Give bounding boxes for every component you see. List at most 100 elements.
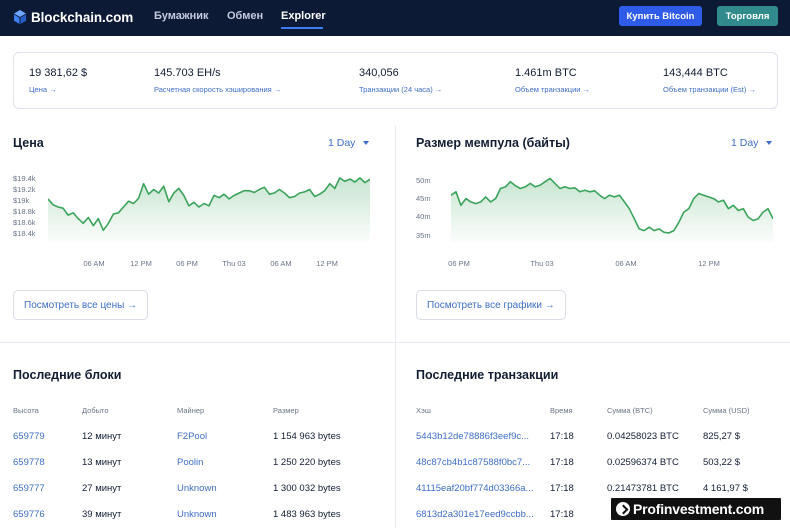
blocks-header-height: Высота xyxy=(13,406,39,415)
tx-amount-usd: 503,22 $ xyxy=(703,457,740,468)
stat-link[interactable]: Объем транзакции → xyxy=(515,85,591,94)
mempool-panel-title: Размер мемпула (байты) xyxy=(416,136,570,150)
tx-hash-link[interactable]: 6813d2a301e17eed9ccbb... xyxy=(416,509,534,520)
stat-transactions: 340,056 Транзакции (24 часа) → xyxy=(359,67,442,94)
stat-price: 19 381,62 $ Цена → xyxy=(29,67,87,94)
price-y-tick: $18.8k xyxy=(13,207,36,216)
active-tab-indicator xyxy=(281,27,323,29)
column-divider xyxy=(395,126,396,528)
price-x-tick: 12 PM xyxy=(130,259,152,268)
nav-link-exchange[interactable]: Обмен xyxy=(227,10,264,22)
section-divider xyxy=(0,342,790,343)
tx-header-time: Время xyxy=(550,406,573,415)
trade-button[interactable]: Торговля xyxy=(717,6,778,26)
tx-hash-link[interactable]: 48c87cb4b1c87588f0bc7... xyxy=(416,457,531,468)
nav-link-explorer[interactable]: Explorer xyxy=(281,10,326,22)
brand-logo[interactable]: Blockchain.com xyxy=(13,8,133,26)
stat-link[interactable]: Транзакции (24 часа) → xyxy=(359,85,443,94)
price-range-label: 1 Day xyxy=(328,137,356,149)
tx-header-hash: Хэш xyxy=(416,406,431,415)
price-panel-title: Цена xyxy=(13,136,44,150)
tx-amount-btc: 0.04258023 BTC xyxy=(607,431,679,442)
block-miner-link[interactable]: F2Pool xyxy=(177,431,208,442)
price-x-tick: 06 PM xyxy=(176,259,198,268)
price-x-tick: 06 AM xyxy=(270,259,292,268)
price-x-tick: 12 PM xyxy=(316,259,338,268)
mempool-y-tick: 35m xyxy=(416,231,431,240)
stat-value: 1.461m BTC xyxy=(515,67,577,79)
tx-amount-btc: 0.02596374 BTC xyxy=(607,457,679,468)
block-miner-link[interactable]: Poolin xyxy=(177,457,204,468)
brand-name: Blockchain.com xyxy=(31,9,134,25)
top-nav: Blockchain.com Бумажник Обмен Explorer К… xyxy=(0,0,790,36)
block-size: 1 483 963 bytes xyxy=(273,509,341,520)
stat-link[interactable]: Расчетная скорость хэширования → xyxy=(154,85,282,94)
tx-amount-usd: 825,27 $ xyxy=(703,431,740,442)
block-miner-link[interactable]: Unknown xyxy=(177,483,217,494)
tx-time: 17:18 xyxy=(550,431,574,442)
block-size: 1 250 220 bytes xyxy=(273,457,341,468)
mempool-chart[interactable] xyxy=(451,172,773,242)
blocks-header-miner: Майнер xyxy=(177,406,205,415)
price-y-tick: $18.6k xyxy=(13,218,36,227)
chart-area-fill xyxy=(451,178,773,242)
block-height-link[interactable]: 659778 xyxy=(13,457,45,468)
mempool-x-tick: 06 PM xyxy=(448,259,470,268)
price-y-tick: $19.4k xyxy=(13,174,36,183)
stat-value: 143,444 BTC xyxy=(663,67,728,79)
price-x-tick: 06 AM xyxy=(83,259,105,268)
block-age: 13 минут xyxy=(82,457,122,468)
stat-link[interactable]: Объем транзакции (Est) → xyxy=(663,85,756,94)
tx-amount-btc: 0.21473781 BTC xyxy=(607,483,679,494)
price-x-tick: Thu 03 xyxy=(222,259,246,268)
mempool-range-select[interactable]: 1 Day xyxy=(731,137,773,149)
stat-link[interactable]: Цена → xyxy=(29,85,57,94)
block-age: 39 минут xyxy=(82,509,122,520)
chevron-down-icon xyxy=(363,141,370,145)
mempool-range-label: 1 Day xyxy=(731,137,759,149)
mempool-x-tick: Thu 03 xyxy=(530,259,554,268)
blocks-header-mined: Добыто xyxy=(82,406,109,415)
mempool-y-tick: 40m xyxy=(416,212,431,221)
tx-hash-link[interactable]: 41115eaf20bf774d03366a... xyxy=(416,483,534,494)
chart-area-fill xyxy=(48,177,370,242)
tx-time: 17:18 xyxy=(550,483,574,494)
chart-series-line xyxy=(48,177,370,232)
network-stats: 19 381,62 $ Цена → 145.703 EH/s Расчетна… xyxy=(13,52,778,109)
tx-time: 17:18 xyxy=(550,457,574,468)
chart-series-line xyxy=(451,177,773,234)
block-height-link[interactable]: 659777 xyxy=(13,483,45,494)
block-size: 1 154 963 bytes xyxy=(273,431,341,442)
stat-value: 145.703 EH/s xyxy=(154,67,221,79)
view-all-charts-button[interactable]: Посмотреть все графики → xyxy=(416,290,566,320)
arrow-circle-icon xyxy=(616,502,630,516)
stat-value: 340,056 xyxy=(359,67,399,79)
price-y-tick: $18.4k xyxy=(13,229,36,238)
mempool-x-tick: 12 PM xyxy=(698,259,720,268)
mempool-x-tick: 06 AM xyxy=(615,259,637,268)
tx-amount-usd: 4 161,97 $ xyxy=(703,483,748,494)
mempool-y-tick: 50m xyxy=(416,176,431,185)
block-age: 12 минут xyxy=(82,431,122,442)
price-chart[interactable] xyxy=(48,172,370,242)
blocks-header-size: Размер xyxy=(273,406,299,415)
buy-bitcoin-button[interactable]: Купить Bitcoin xyxy=(619,6,702,26)
watermark-text: Profinvestment.com xyxy=(633,501,764,517)
nav-link-wallet[interactable]: Бумажник xyxy=(154,10,209,22)
tx-hash-link[interactable]: 5443b12de78886f3eef9c... xyxy=(416,431,530,442)
tx-header-amount-usd: Сумма (USD) xyxy=(703,406,750,415)
price-range-select[interactable]: 1 Day xyxy=(328,137,370,149)
chevron-down-icon xyxy=(766,141,773,145)
view-all-prices-button[interactable]: Посмотреть все цены → xyxy=(13,290,149,320)
tx-time: 17:18 xyxy=(550,509,574,520)
stat-volume: 1.461m BTC Объем транзакции → xyxy=(515,67,590,94)
block-height-link[interactable]: 659779 xyxy=(13,431,45,442)
block-height-link[interactable]: 659776 xyxy=(13,509,45,520)
price-y-tick: $19.2k xyxy=(13,185,36,194)
stat-volume-est: 143,444 BTC Объем транзакции (Est) → xyxy=(663,67,756,94)
block-size: 1 300 032 bytes xyxy=(273,483,341,494)
tx-header-amount-btc: Сумма (BTC) xyxy=(607,406,653,415)
watermark: Profinvestment.com xyxy=(611,498,781,520)
blockchain-logo-icon xyxy=(13,10,27,24)
block-miner-link[interactable]: Unknown xyxy=(177,509,217,520)
